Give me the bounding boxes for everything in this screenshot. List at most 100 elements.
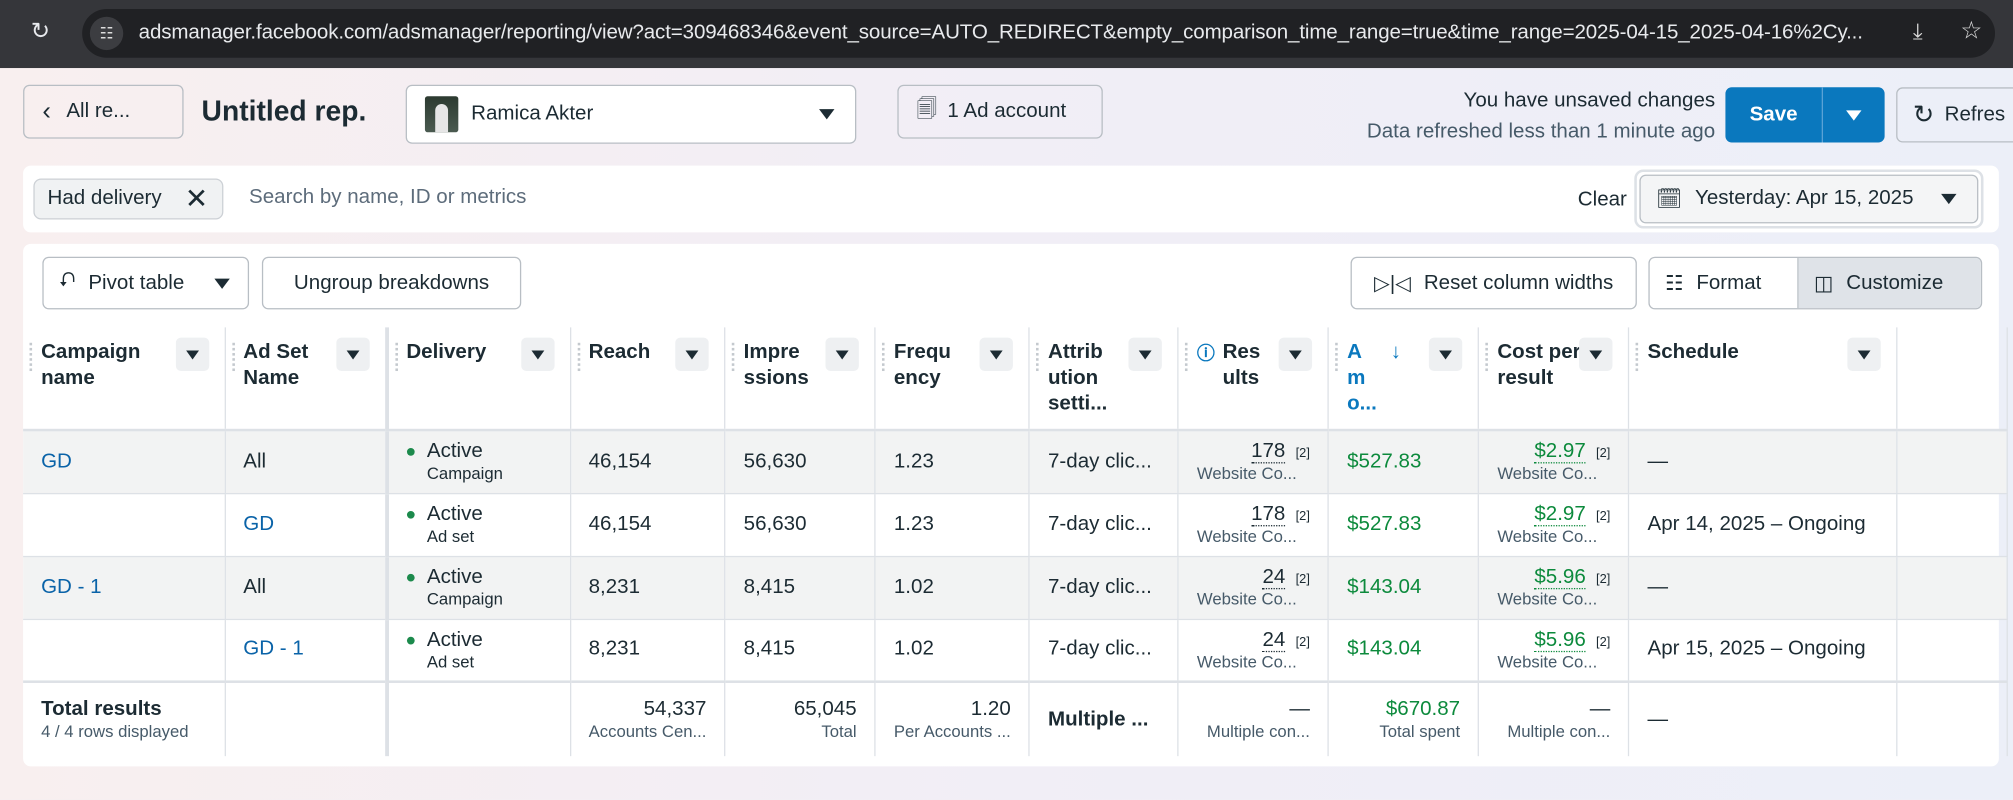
- adset-name[interactable]: GD - 1: [243, 638, 304, 661]
- reach-cell: 46,154: [570, 430, 726, 494]
- customize-label: Customize: [1846, 271, 1944, 294]
- customize-button[interactable]: ◫ Customize: [1798, 258, 1981, 309]
- cost-per-result-cell: $5.96 [2] Website Co...: [1478, 555, 1630, 620]
- amount-spent-cell: $527.83: [1328, 430, 1480, 494]
- campaign-name-cell[interactable]: GD: [23, 430, 226, 494]
- delivery-status: Active: [426, 440, 483, 463]
- column-header[interactable]: Attrib ution setti...: [1029, 327, 1179, 432]
- ad-account-button[interactable]: 🗐 1 Ad account: [897, 84, 1103, 139]
- ungroup-breakdowns-button[interactable]: Ungroup breakdowns: [261, 256, 522, 310]
- adset-name-cell[interactable]: GD - 1: [224, 618, 389, 683]
- column-drag-handle[interactable]: [231, 342, 235, 372]
- totals-row: Total results 4 / 4 rows displayed 54,337 A…: [23, 680, 2009, 757]
- install-app-icon[interactable]: ⤓: [1912, 19, 1923, 44]
- column-header[interactable]: Ad Set Name: [224, 327, 389, 432]
- adset-name[interactable]: All: [243, 575, 267, 598]
- cpr-value[interactable]: $5.96: [1534, 628, 1586, 652]
- column-menu-button[interactable]: [979, 337, 1014, 372]
- adset-name-cell[interactable]: All: [224, 555, 389, 620]
- schedule-cell: Apr 14, 2025 – Ongoing: [1628, 492, 1898, 557]
- format-button[interactable]: ☷ Format: [1650, 258, 1799, 309]
- column-header[interactable]: ⓘ Res ults: [1178, 327, 1330, 432]
- adset-name[interactable]: GD: [243, 512, 275, 535]
- search-input[interactable]: [249, 186, 1405, 210]
- column-header[interactable]: Cost per result: [1478, 327, 1630, 432]
- results-value[interactable]: 24: [1262, 566, 1286, 590]
- bookmark-star-icon[interactable]: ☆: [1960, 17, 1983, 45]
- address-bar[interactable]: [82, 8, 1996, 58]
- adset-name[interactable]: All: [243, 450, 267, 473]
- column-drag-handle[interactable]: [29, 342, 33, 372]
- column-menu-button[interactable]: [825, 337, 860, 372]
- footnote-ref: [2]: [1295, 635, 1310, 650]
- column-menu-button[interactable]: [1128, 337, 1163, 372]
- results-value[interactable]: 178: [1251, 503, 1286, 527]
- column-menu-button[interactable]: [175, 337, 209, 372]
- filter-chip-had-delivery[interactable]: Had delivery ✕: [33, 178, 224, 220]
- save-button[interactable]: Save: [1725, 87, 1823, 143]
- total-results-label: Total results: [41, 698, 162, 721]
- campaign-link[interactable]: GD: [41, 450, 72, 473]
- all-reports-back-button[interactable]: ‹ All re...: [23, 84, 184, 139]
- campaign-name-cell[interactable]: GD - 1: [23, 555, 226, 620]
- column-header[interactable]: Frequ ency: [875, 327, 1031, 432]
- column-menu-button[interactable]: [1279, 337, 1313, 372]
- column-header[interactable]: Delivery: [386, 327, 571, 432]
- account-selector[interactable]: Ramica Akter: [405, 84, 857, 144]
- column-drag-handle[interactable]: [1635, 342, 1639, 372]
- column-drag-handle[interactable]: [394, 342, 398, 372]
- clear-filters-link[interactable]: Clear: [1577, 188, 1627, 211]
- column-menu-button[interactable]: [1579, 337, 1613, 372]
- cpr-value[interactable]: $2.97: [1534, 440, 1586, 464]
- rows-displayed: 4 / 4 rows displayed: [41, 721, 189, 741]
- results-value[interactable]: 24: [1262, 628, 1286, 652]
- results-value[interactable]: 178: [1251, 440, 1286, 464]
- column-drag-handle[interactable]: [1036, 342, 1040, 372]
- column-drag-handle[interactable]: [1185, 342, 1188, 372]
- close-icon[interactable]: ✕: [184, 182, 209, 215]
- total-attribution: Multiple ...: [1029, 680, 1179, 757]
- totals-label-cell: Total results 4 / 4 rows displayed: [23, 680, 226, 757]
- reset-column-widths-button[interactable]: ▷|◁ Reset column widths: [1350, 256, 1637, 310]
- column-menu-button[interactable]: [675, 337, 710, 372]
- url-text[interactable]: adsmanager.facebook.com/adsmanager/repor…: [138, 21, 1863, 44]
- column-drag-handle[interactable]: [1485, 342, 1489, 372]
- column-header-label: Campaign name: [41, 341, 141, 389]
- result-type: Website Co...: [1196, 589, 1297, 609]
- cpr-value[interactable]: $2.97: [1534, 503, 1586, 527]
- date-range-picker[interactable]: 🗓 Yesterday: Apr 15, 2025: [1634, 169, 1984, 229]
- column-menu-button[interactable]: [520, 337, 554, 372]
- column-header[interactable]: Reach: [570, 327, 726, 432]
- sort-descending-icon[interactable]: ↓: [1390, 341, 1402, 364]
- table-row[interactable]: GD All Active Campaign 46,154 56,630 1.23 7-day…: [23, 430, 2009, 494]
- campaign-name-cell[interactable]: [23, 618, 226, 683]
- impressions-cell: 56,630: [725, 430, 876, 494]
- column-menu-button[interactable]: [1847, 337, 1882, 372]
- reload-icon[interactable]: ↻: [30, 17, 51, 44]
- column-drag-handle[interactable]: [732, 342, 735, 372]
- column-drag-handle[interactable]: [1335, 342, 1339, 372]
- column-menu-button[interactable]: [1429, 337, 1463, 372]
- pivot-table-dropdown[interactable]: ⮏ Pivot table: [42, 256, 250, 310]
- column-header[interactable]: A m o... ↓: [1328, 327, 1480, 432]
- campaign-name-cell[interactable]: [23, 492, 226, 557]
- column-header-label: Ad Set Name: [243, 341, 309, 389]
- table-row[interactable]: GD - 1 Active Ad set 8,231 8,415 1.02 7-day cl…: [23, 618, 2009, 683]
- table-row[interactable]: GD - 1 All Active Campaign 8,231 8,415 1.02 7-d…: [23, 555, 2009, 620]
- table-row[interactable]: GD Active Ad set 46,154 56,630 1.23 7-day clic…: [23, 492, 2009, 557]
- column-header[interactable]: Impre ssions: [725, 327, 876, 432]
- adset-name-cell[interactable]: GD: [224, 492, 389, 557]
- caret-down-icon: [214, 277, 230, 289]
- column-drag-handle[interactable]: [577, 342, 580, 372]
- refresh-button[interactable]: ↻ Refres: [1896, 87, 2013, 143]
- column-header[interactable]: Schedule: [1628, 327, 1898, 432]
- campaign-link[interactable]: GD - 1: [41, 575, 102, 598]
- site-settings-icon[interactable]: ☷: [89, 16, 124, 51]
- save-options-button[interactable]: [1823, 87, 1885, 142]
- column-drag-handle[interactable]: [882, 342, 885, 372]
- column-header[interactable]: Campaign name: [23, 327, 226, 432]
- column-menu-button[interactable]: [335, 337, 370, 372]
- cpr-value[interactable]: $5.96: [1534, 566, 1586, 590]
- adset-name-cell[interactable]: All: [224, 430, 389, 494]
- caret-down-icon: [345, 349, 359, 359]
